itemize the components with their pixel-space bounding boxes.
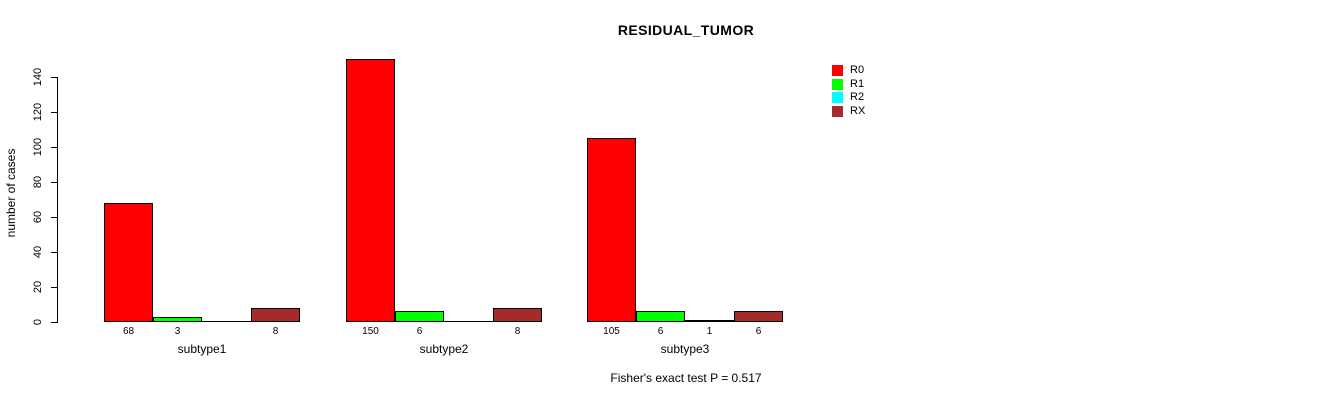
y-tick-label: 120 bbox=[32, 102, 44, 122]
y-tick-label: 40 bbox=[32, 245, 44, 259]
bar-R2-subtype1 bbox=[202, 321, 251, 322]
bar-RX-subtype2 bbox=[493, 308, 542, 322]
y-tick-label: 0 bbox=[32, 318, 44, 326]
bar-value-label: 1 bbox=[706, 326, 713, 337]
bar-value-label: 6 bbox=[755, 326, 762, 337]
chart-title: RESIDUAL_TUMOR bbox=[617, 22, 755, 38]
y-tick bbox=[51, 287, 57, 288]
y-tick bbox=[51, 182, 57, 183]
bar-value-label: 150 bbox=[362, 326, 379, 337]
legend-label-R2: R2 bbox=[850, 91, 865, 103]
y-tick-label: 140 bbox=[32, 67, 44, 87]
y-tick-label: 80 bbox=[32, 175, 44, 189]
bar-value-label: 6 bbox=[416, 326, 423, 337]
y-tick bbox=[51, 252, 57, 253]
bar-R0-subtype3 bbox=[587, 138, 636, 322]
legend-swatch-R2 bbox=[832, 92, 843, 103]
legend-swatch-R1 bbox=[832, 78, 843, 90]
bar-value-label: 6 bbox=[657, 326, 664, 337]
y-axis-label: number of cases bbox=[4, 148, 18, 238]
legend-label-R1: R1 bbox=[850, 77, 865, 90]
x-category-label-subtype1: subtype1 bbox=[177, 342, 227, 356]
bar-R2-subtype3 bbox=[685, 320, 734, 322]
legend-label-R0: R0 bbox=[850, 64, 865, 76]
y-tick-label: 20 bbox=[32, 280, 44, 294]
bar-R0-subtype2 bbox=[346, 59, 395, 322]
bar-value-label: 8 bbox=[272, 326, 279, 337]
y-tick bbox=[51, 147, 57, 148]
bar-value-label: 8 bbox=[514, 326, 521, 337]
x-category-label-subtype3: subtype3 bbox=[660, 342, 710, 356]
legend-label-RX: RX bbox=[850, 104, 866, 117]
bar-R1-subtype1 bbox=[153, 317, 202, 322]
legend-swatch-R0 bbox=[832, 65, 843, 76]
bar-RX-subtype1 bbox=[251, 308, 300, 322]
x-category-label-subtype2: subtype2 bbox=[419, 342, 469, 356]
y-axis-line bbox=[57, 77, 58, 323]
bar-RX-subtype3 bbox=[734, 311, 783, 322]
bar-value-label: 105 bbox=[603, 326, 620, 337]
y-tick bbox=[51, 322, 57, 323]
fisher-test-annotation: Fisher's exact test P = 0.517 bbox=[610, 371, 762, 385]
y-tick-label: 60 bbox=[32, 210, 44, 224]
legend-swatch-RX bbox=[832, 105, 843, 117]
y-tick bbox=[51, 217, 57, 218]
bar-R1-subtype2 bbox=[395, 311, 444, 322]
bar-R1-subtype3 bbox=[636, 311, 685, 322]
bar-R0-subtype1 bbox=[104, 203, 153, 322]
y-tick-label: 100 bbox=[32, 137, 44, 157]
bar-value-label: 68 bbox=[122, 326, 135, 337]
bar-value-label: 3 bbox=[174, 326, 181, 337]
y-tick bbox=[51, 112, 57, 113]
y-tick bbox=[51, 77, 57, 78]
bar-R2-subtype2 bbox=[444, 321, 493, 322]
